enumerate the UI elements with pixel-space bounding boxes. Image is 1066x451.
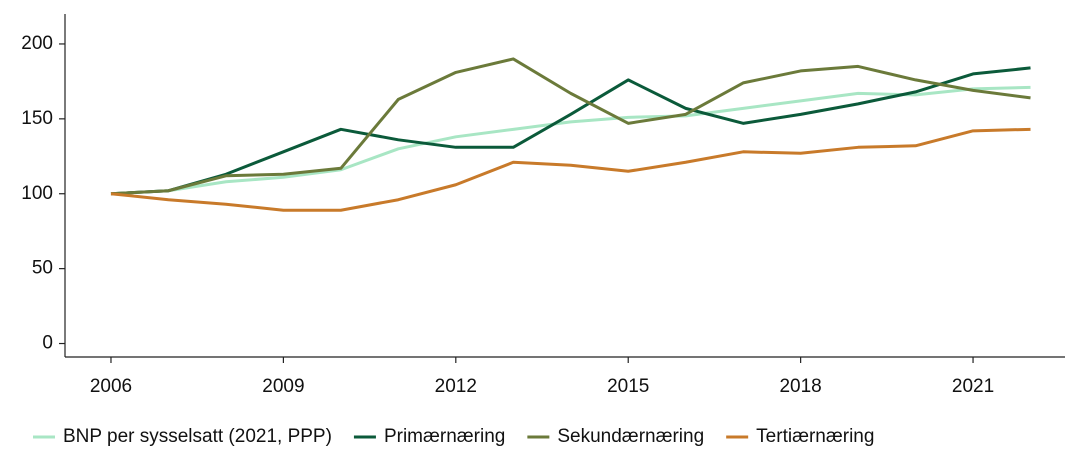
series-line — [110, 57, 1031, 196]
x-tick-label: 2006 — [90, 376, 132, 397]
x-tick-label: 2018 — [779, 376, 821, 397]
legend-label: Sekundærnæring — [557, 426, 704, 447]
legend-label: Tertiærnæring — [756, 426, 874, 447]
x-tick-label: 2021 — [952, 376, 994, 397]
x-tick-label: 2012 — [435, 376, 477, 397]
y-tick-label: 100 — [21, 183, 53, 204]
y-tick-label: 200 — [21, 33, 53, 54]
x-tick-label: 2015 — [607, 376, 649, 397]
legend-label: BNP per sysselsatt (2021, PPP) — [63, 426, 332, 447]
series-line — [110, 66, 1031, 196]
x-tick-label: 2009 — [262, 376, 304, 397]
series-line — [110, 127, 1031, 212]
y-tick-label: 150 — [21, 108, 53, 129]
series-line — [110, 85, 1031, 196]
y-tick-label: 0 — [42, 333, 53, 354]
legend-label: Primærnæring — [384, 426, 505, 447]
y-tick-label: 50 — [32, 258, 53, 279]
